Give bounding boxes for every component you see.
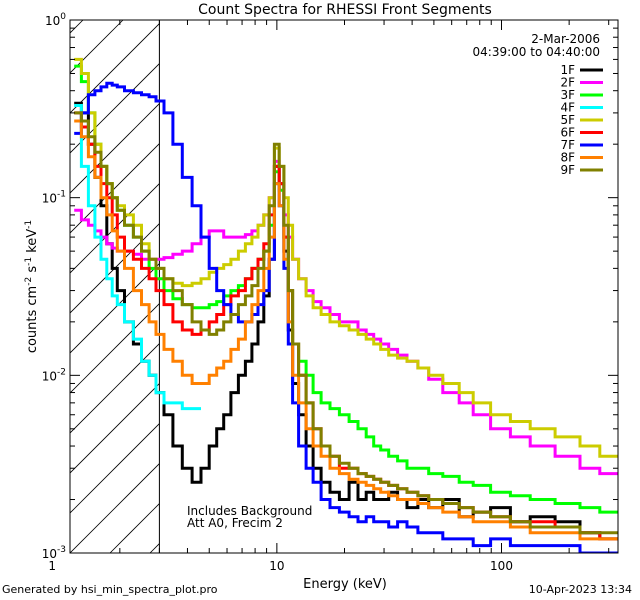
series-7f [74,81,618,553]
hatch-line [70,223,160,314]
hatch-line [270,20,640,553]
legend-label-7f: 7F [560,138,575,152]
info-time-range: 04:39:00 to 04:40:00 [473,45,600,59]
legend-label-8f: 8F [560,151,575,165]
legend-label-4f: 4F [560,101,575,115]
legend-label-1f: 1F [560,63,575,77]
hatch-line [70,23,160,114]
hatch-line [70,20,124,74]
y-axis-label: counts cm-2 s-1 keV-1 [24,220,40,353]
hatch-line [70,103,160,194]
generated-timestamp: 10-Apr-2023 13:34 [528,583,632,596]
y-tick-label: 10-1 [42,190,66,206]
hatch-line [70,383,160,474]
info-date: 2-Mar-2006 [531,32,600,46]
legend-label-9f: 9F [560,163,575,177]
hatch-line [70,263,160,354]
hatch-line [510,20,640,553]
hatch-line [70,423,160,514]
background-note: Includes Background [187,504,312,518]
hatch-line [350,20,640,553]
series-4f [74,104,201,411]
x-tick-label: 100 [490,559,513,573]
y-tick-label: 10-3 [42,545,66,561]
axes: 1 10 100 100 10-1 10-2 10-3 [42,12,618,573]
legend-label-5f: 5F [560,113,575,127]
legend-label-6f: 6F [560,126,575,140]
chart-title: Count Spectra for RHESSI Front Segments [198,2,492,18]
hatch-line [70,63,160,154]
series-lines [74,57,618,553]
y-tick-label: 100 [45,12,66,28]
info-box: 2-Mar-2006 04:39:00 to 04:40:00 [473,32,600,59]
x-tick-label: 10 [269,559,284,573]
legend-label-2f: 2F [560,76,575,90]
x-tick-label: 1 [48,559,56,573]
series-9f [74,111,618,535]
hatch-line [70,20,84,34]
attenuator-note: Att A0, Frecim 2 [187,516,283,530]
x-axis-label: Energy (keV) [303,577,387,592]
hatch-line [0,20,3,553]
legend-label-3f: 3F [560,88,575,102]
excluded-region [0,20,640,553]
hatch-line [70,463,160,553]
series-8f [74,119,618,541]
hatch-line [70,303,160,394]
y-tick-label: 10-2 [42,367,66,383]
svg-text:counts cm-2 s-1 keV-1: counts cm-2 s-1 keV-1 [24,220,40,353]
generated-by-note: Generated by hsi_min_spectra_plot.pro [2,583,218,596]
hatch-line [630,20,640,553]
